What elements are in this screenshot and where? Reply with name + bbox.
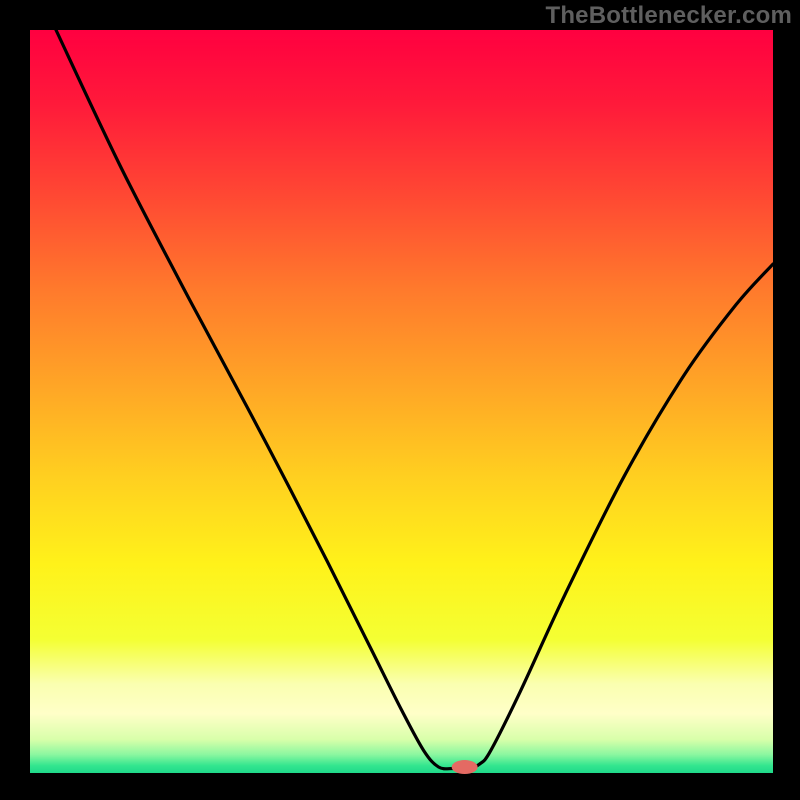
plot-background [30, 30, 773, 773]
watermark-text: TheBottlenecker.com [545, 2, 792, 30]
bottleneck-chart [0, 0, 800, 800]
chart-frame: TheBottlenecker.com [0, 0, 800, 800]
optimum-marker [452, 760, 478, 774]
